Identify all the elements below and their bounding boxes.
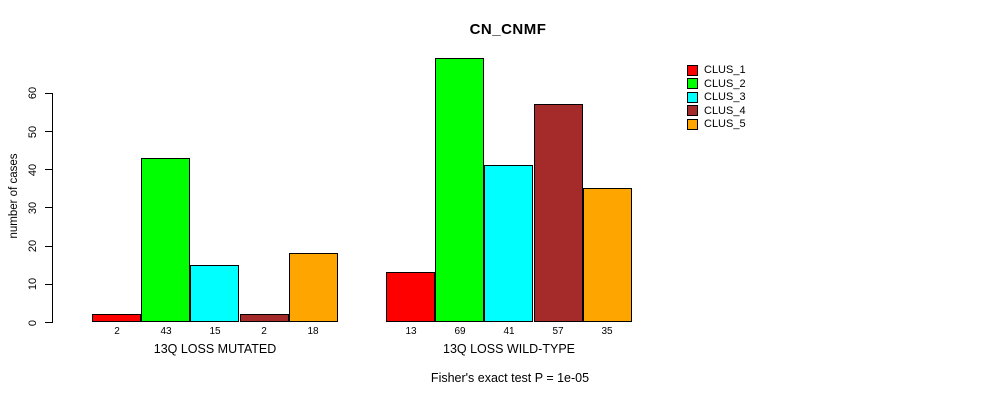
legend-label: CLUS_2 (704, 77, 746, 90)
bar-clus_5-group1 (289, 253, 338, 322)
y-tick-label: 40 (27, 163, 39, 176)
group-label: 13Q LOSS MUTATED (153, 342, 277, 356)
legend-swatch-clus_2 (687, 78, 698, 90)
bar-clus_2-group2 (435, 58, 484, 322)
y-axis-line (52, 92, 53, 323)
bar-value-label: 35 (601, 326, 613, 337)
bar-value-label: 15 (209, 326, 221, 337)
bar-value-label: 2 (261, 326, 267, 337)
bar-clus_5-group2 (583, 188, 632, 322)
y-tick-label: 0 (27, 319, 39, 326)
bar-value-label: 13 (405, 326, 417, 337)
legend-item-clus_4: CLUS_4 (687, 105, 746, 117)
bar-clus_2-group1 (141, 158, 190, 322)
legend-label: CLUS_5 (704, 118, 746, 131)
bar-clus_4-group1 (240, 314, 289, 322)
y-tick (45, 207, 52, 209)
chart-title: CN_CNMF (469, 21, 547, 38)
y-tick-label: 50 (27, 125, 39, 138)
y-tick (45, 131, 52, 132)
y-tick (45, 322, 52, 323)
y-tick-label: 30 (27, 201, 39, 215)
bar-value-label: 57 (552, 326, 564, 337)
legend-label: CLUS_1 (704, 64, 746, 76)
bar-value-label: 69 (454, 326, 466, 337)
bar-clus_4-group2 (534, 104, 583, 322)
legend-swatch-clus_4 (687, 105, 698, 117)
group-label: 13Q LOSS WILD-TYPE (443, 342, 575, 356)
bar-clus_1-group2 (386, 272, 435, 322)
y-tick-label: 20 (27, 239, 39, 253)
legend-item-clus_2: CLUS_2 (687, 78, 746, 90)
legend-item-clus_5: CLUS_5 (687, 118, 746, 130)
y-tick (45, 245, 52, 247)
bar-clus_3-group1 (190, 265, 239, 322)
y-tick (45, 92, 52, 94)
legend-swatch-clus_1 (687, 64, 698, 76)
bar-clus_3-group2 (484, 165, 533, 322)
bar-value-label: 2 (114, 326, 120, 337)
legend-item-clus_3: CLUS_3 (687, 91, 746, 103)
statistical-test-caption: Fisher's exact test P = 1e-05 (430, 371, 590, 385)
y-tick-label: 60 (27, 87, 39, 100)
legend-swatch-clus_3 (687, 91, 698, 103)
legend-item-clus_1: CLUS_1 (687, 64, 746, 76)
legend-label: CLUS_3 (704, 91, 746, 104)
bar-clus_1-group1 (92, 314, 141, 322)
bar-value-label: 41 (503, 326, 515, 337)
y-tick (45, 169, 52, 171)
y-tick (45, 283, 52, 285)
y-tick-label: 10 (27, 278, 39, 291)
bar-value-label: 43 (160, 326, 172, 337)
legend-label: CLUS_4 (704, 104, 746, 117)
y-axis-label: number of cases (8, 153, 20, 239)
legend-swatch-clus_5 (687, 118, 698, 130)
bar-value-label: 18 (307, 326, 319, 337)
